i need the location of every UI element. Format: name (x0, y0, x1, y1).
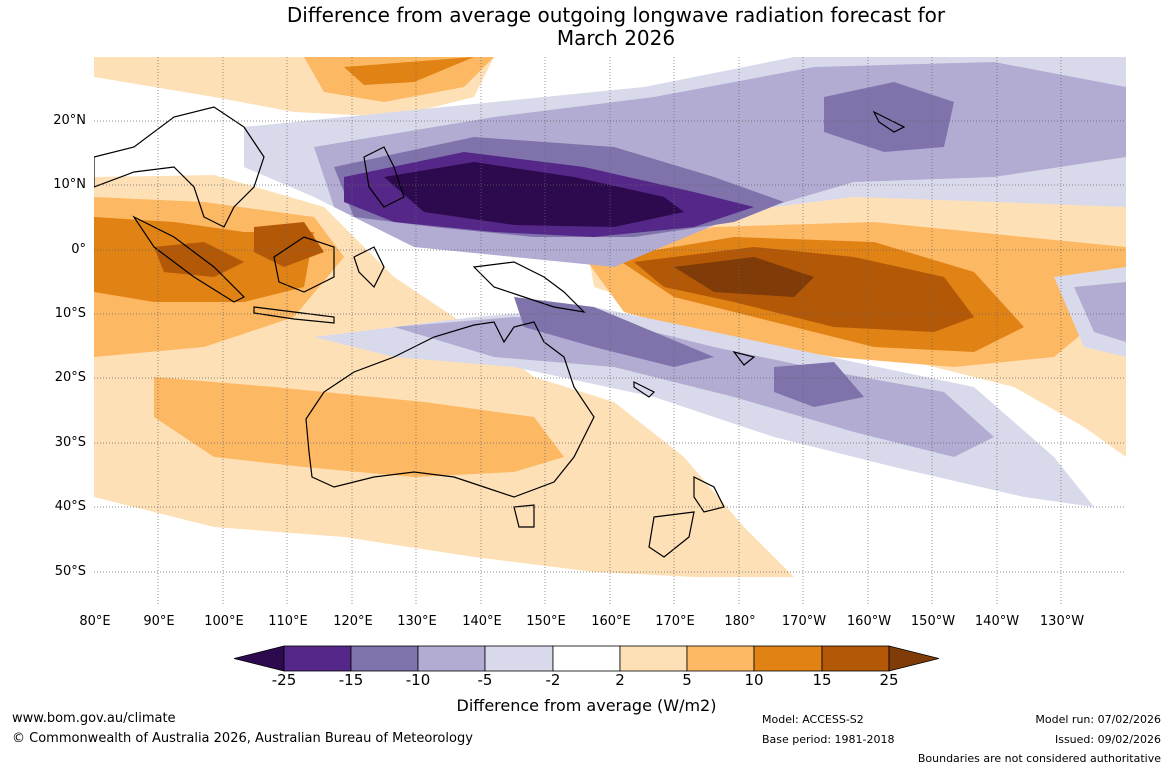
colorbar-swatch (417, 645, 486, 672)
coastline-new-zealand-north (693, 476, 725, 513)
lat-label: 10°N (53, 177, 86, 192)
lon-label: 100°E (204, 614, 244, 629)
lon-label: 140°E (462, 614, 502, 629)
coastline-new-zealand-south (648, 511, 695, 558)
colorbar-tick: 5 (682, 671, 692, 689)
lon-label: 180° (724, 614, 756, 629)
anomaly-region-pos-extreme (674, 257, 814, 297)
issued-text: Issued: 09/02/2026 (1054, 733, 1161, 746)
colorbar-swatch (283, 645, 352, 672)
lat-label: 30°S (54, 435, 86, 450)
coastline-new-guinea (472, 261, 586, 313)
lon-label: 150°E (526, 614, 566, 629)
lon-label: 150°W (910, 614, 956, 629)
lon-label: 140°W (974, 614, 1020, 629)
lat-label: 10°S (54, 306, 86, 321)
lat-label: 50°S (54, 564, 86, 579)
anomaly-map (94, 57, 1126, 605)
anomaly-region-neg-medium-light (1074, 282, 1126, 342)
colorbar-tick: 2 (615, 671, 625, 689)
lon-label: 160°W (846, 614, 892, 629)
coastline-philippines (363, 146, 405, 208)
lon-label: 90°E (143, 614, 175, 629)
lat-label: 40°S (54, 499, 86, 514)
lon-label: 80°E (79, 614, 111, 629)
lat-label: 20°S (54, 370, 86, 385)
colorbar-swatch (350, 645, 419, 672)
colorbar-swatch (233, 645, 285, 672)
colorbar-swatch (552, 645, 621, 672)
title-line-1: Difference from average outgoing longwav… (286, 3, 946, 27)
coastline-fiji (732, 350, 756, 366)
lon-label: 110°E (268, 614, 308, 629)
colorbar-tick: -10 (405, 671, 431, 689)
website-link[interactable]: www.bom.gov.au/climate (12, 711, 176, 726)
colorbar-swatch (753, 645, 823, 672)
anomaly-region-pos-dark (344, 57, 474, 85)
lon-label: 160°E (591, 614, 631, 629)
colorbar-swatch (888, 645, 940, 672)
lat-label: 0° (71, 242, 86, 257)
coastline-sulawesi (353, 246, 385, 289)
coastline-tasmania (513, 504, 535, 528)
colorbar-tick: -25 (271, 671, 297, 689)
coastline-java (253, 306, 335, 324)
colorbar-tick: 15 (812, 671, 832, 689)
anomaly-region-neg-extreme (384, 162, 684, 227)
gridlines (94, 57, 1126, 605)
anomaly-region-pos-medium (154, 377, 564, 477)
colorbar-tick: -2 (545, 671, 561, 689)
coastline-borneo (273, 236, 335, 293)
lon-label: 130°E (397, 614, 437, 629)
lon-label: 170°E (655, 614, 695, 629)
coastline-asia-mainland (94, 106, 265, 228)
colorbar-swatch (686, 645, 755, 672)
model-text: Model: ACCESS-S2 (762, 713, 864, 726)
colorbar-tick: -15 (338, 671, 364, 689)
lon-label: 120°E (333, 614, 373, 629)
lon-label: 130°W (1039, 614, 1085, 629)
anomaly-region-neg-medium (824, 82, 954, 152)
lon-label: 170°W (781, 614, 827, 629)
colorbar-tick: -5 (477, 671, 493, 689)
anomaly-region-neg-medium-light (394, 317, 994, 457)
colorbar-swatch (484, 645, 554, 672)
colorbar (233, 645, 940, 672)
colorbar-tick: 10 (744, 671, 764, 689)
disclaimer-text: Boundaries are not considered authoritat… (917, 752, 1161, 765)
coastline-australia (305, 321, 595, 498)
coastline-new-caledonia (633, 381, 656, 398)
colorbar-swatch (821, 645, 890, 672)
anomaly-region-neg-medium (514, 297, 714, 367)
anomaly-region-neg-medium (774, 362, 864, 407)
coastlines (94, 106, 906, 558)
map-title: Difference from average outgoing longwav… (0, 4, 1173, 50)
colorbar-tick: 25 (879, 671, 899, 689)
coastline-sumatra (132, 215, 246, 303)
anomaly-region-pos-strong (254, 222, 324, 267)
colorbar-label: Difference from average (W/m2) (456, 696, 717, 715)
anomaly-region-pos-strong (154, 242, 244, 277)
base-period-text: Base period: 1981-2018 (762, 733, 895, 746)
coastline-hawaii (872, 110, 906, 133)
model-run-text: Model run: 07/02/2026 (1035, 713, 1161, 726)
lat-label: 20°N (53, 113, 86, 128)
copyright-text: © Commonwealth of Australia 2026, Austra… (12, 731, 473, 746)
colorbar-swatch (619, 645, 688, 672)
title-line-2: March 2026 (556, 26, 676, 50)
